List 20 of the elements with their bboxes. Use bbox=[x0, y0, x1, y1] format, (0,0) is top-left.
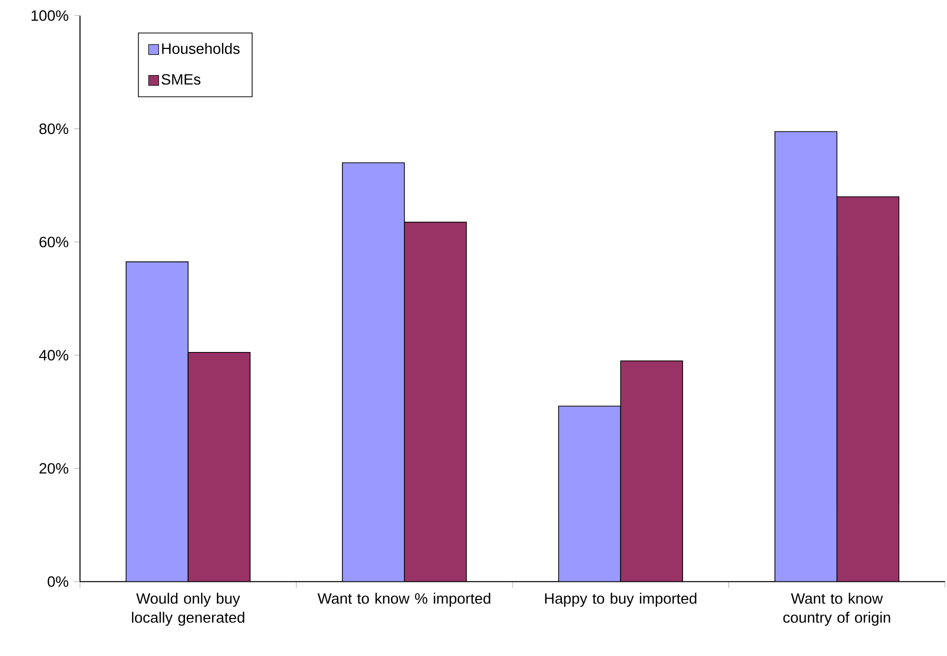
y-tick-label: 20% bbox=[40, 463, 68, 474]
y-tick-label: 60% bbox=[40, 236, 68, 248]
x-tick-label: Want to know % imported bbox=[318, 592, 490, 607]
bar bbox=[342, 162, 405, 582]
x-tick-label: Would only buy locally generated bbox=[132, 592, 244, 626]
y-tick-label: 80% bbox=[39, 123, 68, 134]
legend-label: Households bbox=[162, 42, 240, 54]
bar bbox=[404, 222, 467, 582]
bar bbox=[620, 360, 684, 582]
bar bbox=[774, 131, 838, 582]
bar bbox=[126, 261, 189, 582]
legend-label: SMEs bbox=[162, 74, 200, 85]
x-tick-label: Want to know country of origin bbox=[783, 592, 890, 626]
x-tick-label: Happy to buy imported bbox=[545, 592, 696, 607]
bar bbox=[188, 352, 251, 582]
y-tick-label: 0% bbox=[48, 576, 68, 587]
bar bbox=[836, 196, 900, 582]
y-tick-label: 40% bbox=[39, 350, 68, 360]
bar bbox=[558, 406, 622, 582]
y-tick-label: 100% bbox=[32, 10, 68, 21]
